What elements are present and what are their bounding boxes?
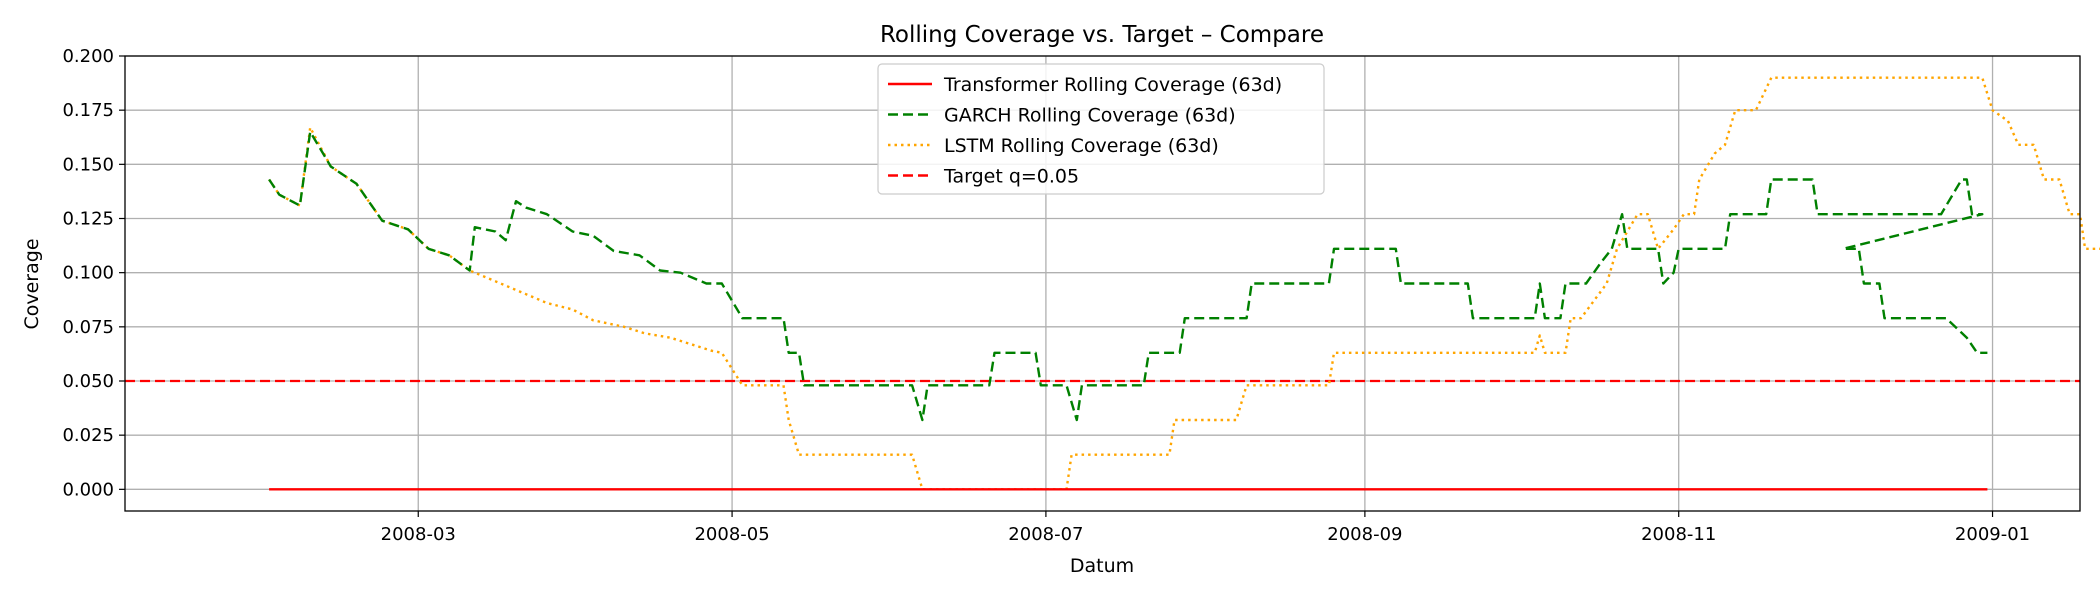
y-ticks: 0.000 0.025 0.050 0.075 0.100 0.125 0.150 0.175… (62, 46, 125, 500)
legend-label: Transformer Rolling Coverage (63d) (943, 74, 1282, 96)
y-tick-label: 0.200 (62, 46, 114, 67)
y-tick-label: 0.100 (62, 263, 114, 284)
y-tick-label: 0.075 (62, 317, 114, 338)
y-tick-label: 0.050 (62, 371, 114, 392)
y-tick-label: 0.125 (62, 209, 114, 230)
x-tick-label: 2008-09 (1327, 524, 1402, 545)
legend-label: Target q=0.05 (943, 166, 1079, 188)
legend-label: GARCH Rolling Coverage (63d) (944, 105, 1236, 127)
x-tick-label: 2008-07 (1008, 524, 1083, 545)
plot-frame (124, 55, 2081, 512)
x-tick-label: 2008-03 (381, 524, 456, 545)
x-ticks: 2008-03 2008-05 2008-07 2008-09 2008-11 2009-… (381, 511, 2030, 545)
legend: Transformer Rolling Coverage (63d) GARCH … (877, 63, 1325, 195)
legend-box (877, 63, 1325, 195)
series-lines (268, 76, 2100, 491)
x-axis-label: Datum (1070, 555, 1134, 577)
y-tick-label: 0.150 (62, 154, 114, 175)
y-axis-label: Coverage (21, 238, 43, 329)
y-tick-label: 0.175 (62, 100, 114, 121)
garch-coverage-line (268, 130, 1988, 422)
y-tick-label: 0.025 (62, 425, 114, 446)
x-tick-label: 2009-01 (1955, 524, 2030, 545)
y-tick-label: 0.000 (62, 479, 114, 500)
lstm-coverage-line (268, 76, 2100, 491)
x-tick-label: 2008-11 (1641, 524, 1716, 545)
x-tick-label: 2008-05 (694, 524, 769, 545)
legend-label: LSTM Rolling Coverage (63d) (944, 135, 1219, 157)
chart-title: Rolling Coverage vs. Target – Compare (880, 22, 1324, 48)
